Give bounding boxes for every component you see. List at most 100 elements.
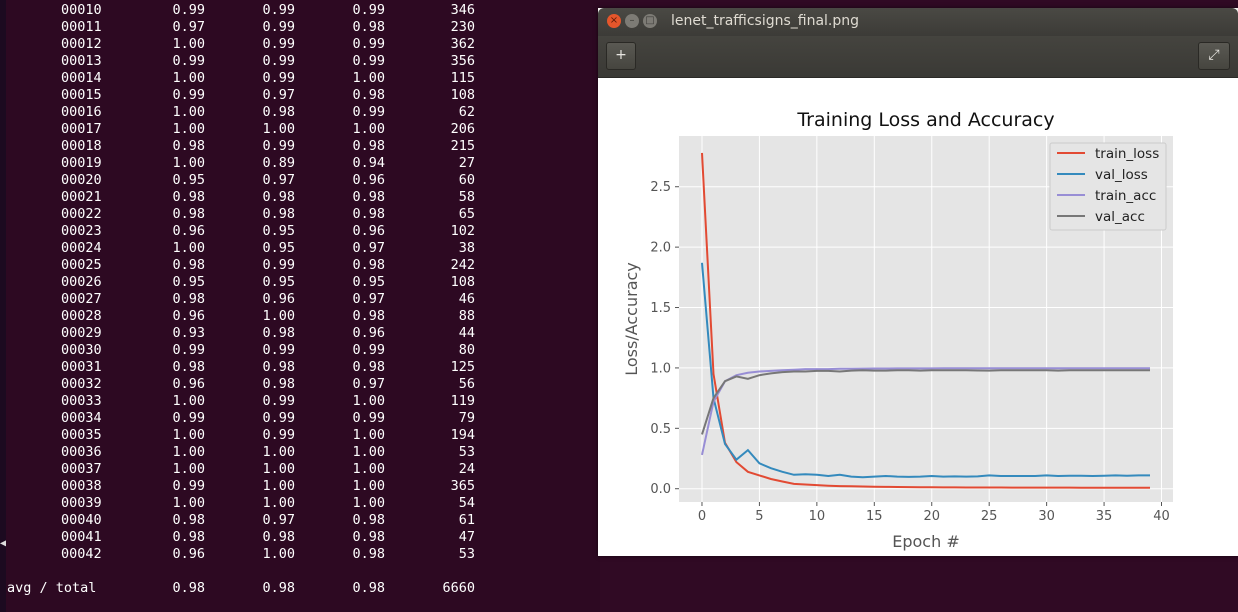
precision-value: 0.98	[172, 189, 205, 205]
support-value: 47	[458, 529, 475, 545]
class-id: 00027	[61, 291, 102, 307]
report-row: 00018 0.98 0.99 0.98 215	[0, 138, 600, 155]
report-row: 00030 0.99 0.99 0.99 80	[0, 342, 600, 359]
support-value: 53	[458, 546, 475, 562]
legend-box	[1049, 142, 1167, 231]
report-row: 00026 0.95 0.95 0.95 108	[0, 274, 600, 291]
class-id: 00033	[61, 393, 102, 409]
terminal-window[interactable]: 00010 0.99 0.99 0.99 346 00011 0.97 0.99 0.98 230…	[0, 0, 600, 612]
recall-value: 0.99	[262, 257, 295, 273]
report-row: 00016 1.00 0.98 0.99 62	[0, 104, 600, 121]
recall-value: 1.00	[262, 478, 295, 494]
precision-value: 1.00	[172, 36, 205, 52]
support-value: 365	[450, 478, 475, 494]
x-tick-label: 20	[923, 509, 940, 524]
precision-value: 1.00	[172, 444, 205, 460]
report-row: 00036 1.00 1.00 1.00 53	[0, 444, 600, 461]
support-value: 56	[458, 376, 475, 392]
report-row: 00013 0.99 0.99 0.99 356	[0, 53, 600, 70]
f1-value: 1.00	[352, 121, 385, 137]
precision-value: 1.00	[172, 104, 205, 120]
recall-value: 0.97	[262, 172, 295, 188]
support-value: 346	[450, 2, 475, 18]
x-tick-label: 15	[866, 509, 883, 524]
series-line-val-acc	[701, 369, 1150, 435]
support-value: 46	[458, 291, 475, 307]
precision-value: 0.99	[172, 478, 205, 494]
window-title: lenet_trafficsigns_final.png	[671, 13, 860, 29]
f1-value: 1.00	[352, 427, 385, 443]
y-tick-label: 2.0	[650, 241, 671, 256]
viewer-titlebar[interactable]: × – □ lenet_trafficsigns_final.png	[598, 8, 1238, 36]
f1-value: 0.96	[352, 325, 385, 341]
precision-value: 1.00	[172, 240, 205, 256]
support-value: 206	[450, 121, 475, 137]
support-value: 88	[458, 308, 475, 324]
image-canvas: 0 5 10 15 20 25 30 35 40 0.0 0.5 1.0 1.5 2.0 2.5 Traini…	[598, 78, 1238, 556]
f1-value: 0.99	[352, 53, 385, 69]
series-line-train-acc	[701, 367, 1150, 456]
precision-value: 0.98	[172, 138, 205, 154]
total-label: avg / total	[7, 580, 97, 596]
class-id: 00032	[61, 376, 102, 392]
report-row: 00029 0.93 0.98 0.96 44	[0, 325, 600, 342]
f1-value: 0.98	[352, 87, 385, 103]
viewer-toolbar: + ⤢	[598, 36, 1238, 78]
legend-label: train_acc	[1095, 188, 1156, 204]
report-row: 00017 1.00 1.00 1.00 206	[0, 121, 600, 138]
f1-value: 0.98	[352, 580, 385, 596]
class-id: 00011	[61, 19, 102, 35]
precision-value: 0.98	[172, 206, 205, 222]
report-row: 00037 1.00 1.00 1.00 24	[0, 461, 600, 478]
report-row: 00014 1.00 0.99 1.00 115	[0, 70, 600, 87]
recall-value: 0.98	[262, 325, 295, 341]
recall-value: 0.99	[262, 70, 295, 86]
recall-value: 0.96	[262, 291, 295, 307]
maximize-button[interactable]: □	[643, 14, 657, 28]
legend-label: val_loss	[1095, 167, 1148, 183]
precision-value: 0.96	[172, 308, 205, 324]
recall-value: 0.97	[262, 512, 295, 528]
add-button[interactable]: +	[606, 42, 636, 70]
precision-value: 0.96	[172, 376, 205, 392]
close-button[interactable]: ×	[607, 14, 621, 28]
class-id: 00042	[61, 546, 102, 562]
support-value: 24	[458, 461, 475, 477]
precision-value: 0.93	[172, 325, 205, 341]
support-value: 119	[450, 393, 475, 409]
support-value: 215	[450, 138, 475, 154]
image-viewer-window[interactable]: × – □ lenet_trafficsigns_final.png + ⤢ 0…	[598, 8, 1238, 556]
report-row: 00028 0.96 1.00 0.98 88	[0, 308, 600, 325]
class-id: 00019	[61, 155, 102, 171]
f1-value: 1.00	[352, 70, 385, 86]
training-chart: 0 5 10 15 20 25 30 35 40 0.0 0.5 1.0 1.5 2.0 2.5 Traini…	[622, 109, 1173, 551]
class-id: 00041	[61, 529, 102, 545]
f1-value: 0.97	[352, 291, 385, 307]
fullscreen-button[interactable]: ⤢	[1198, 42, 1230, 70]
precision-value: 0.99	[172, 342, 205, 358]
precision-value: 0.99	[172, 53, 205, 69]
precision-value: 0.98	[172, 580, 205, 596]
f1-value: 0.98	[352, 512, 385, 528]
x-tick-label: 40	[1153, 509, 1170, 524]
minimize-button[interactable]: –	[625, 14, 639, 28]
report-row: 00022 0.98 0.98 0.98 65	[0, 206, 600, 223]
class-id: 00013	[61, 53, 102, 69]
support-value: 108	[450, 274, 475, 290]
recall-value: 0.98	[262, 206, 295, 222]
chart-title: Training Loss and Accuracy	[796, 109, 1054, 131]
class-id: 00035	[61, 427, 102, 443]
recall-value: 0.99	[262, 2, 295, 18]
support-value: 108	[450, 87, 475, 103]
recall-value: 1.00	[262, 121, 295, 137]
x-tick-label: 35	[1096, 509, 1113, 524]
report-row: 00015 0.99 0.97 0.98 108	[0, 87, 600, 104]
report-row: 00027 0.98 0.96 0.97 46	[0, 291, 600, 308]
y-tick-label: 2.5	[650, 180, 671, 195]
recall-value: 0.95	[262, 240, 295, 256]
f1-value: 1.00	[352, 444, 385, 460]
report-row: 00035 1.00 0.99 1.00 194	[0, 427, 600, 444]
f1-value: 0.99	[352, 410, 385, 426]
class-id: 00015	[61, 87, 102, 103]
support-value: 53	[458, 444, 475, 460]
